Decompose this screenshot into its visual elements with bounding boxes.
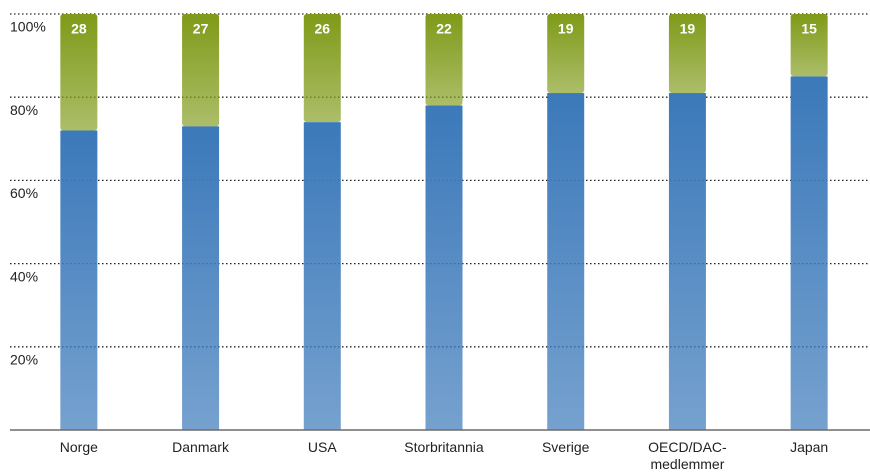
bar-segment — [182, 14, 220, 127]
value-label: 26 — [314, 21, 330, 37]
y-tick-label: 100% — [10, 19, 46, 35]
bar-segment — [425, 14, 463, 106]
value-label: 22 — [436, 21, 452, 37]
value-label: 19 — [680, 21, 696, 37]
x-tick-label: Japan — [790, 439, 829, 455]
y-tick-label: 20% — [10, 352, 38, 368]
x-tick-label: Sverige — [541, 439, 590, 455]
value-label: 19 — [558, 21, 574, 37]
value-label: 27 — [193, 21, 209, 37]
bar-segment — [182, 126, 220, 430]
bar-segment — [60, 130, 98, 431]
bar-segment — [790, 14, 828, 77]
x-tick-label: Storbritannia — [404, 439, 484, 455]
bar-segment — [60, 14, 98, 131]
bar-segment — [790, 76, 828, 431]
bar-segment — [668, 14, 706, 94]
y-tick-label: 40% — [10, 268, 38, 284]
bar-segment — [425, 105, 463, 431]
y-tick-label: 80% — [10, 102, 38, 118]
x-tick-label: OECD/DAC-medlemmer — [648, 439, 727, 472]
bar-segment — [668, 93, 706, 430]
x-tick-label: Norge — [59, 439, 98, 455]
x-tick-label: Danmark — [172, 439, 229, 455]
x-tick-label: USA — [307, 439, 337, 455]
bar-segment — [303, 122, 341, 430]
value-label: 15 — [801, 21, 817, 37]
bar-segment — [547, 14, 585, 94]
value-label: 28 — [71, 21, 87, 37]
bar-segment — [303, 14, 341, 123]
y-tick-label: 60% — [10, 185, 38, 201]
bar-segment — [547, 93, 585, 430]
